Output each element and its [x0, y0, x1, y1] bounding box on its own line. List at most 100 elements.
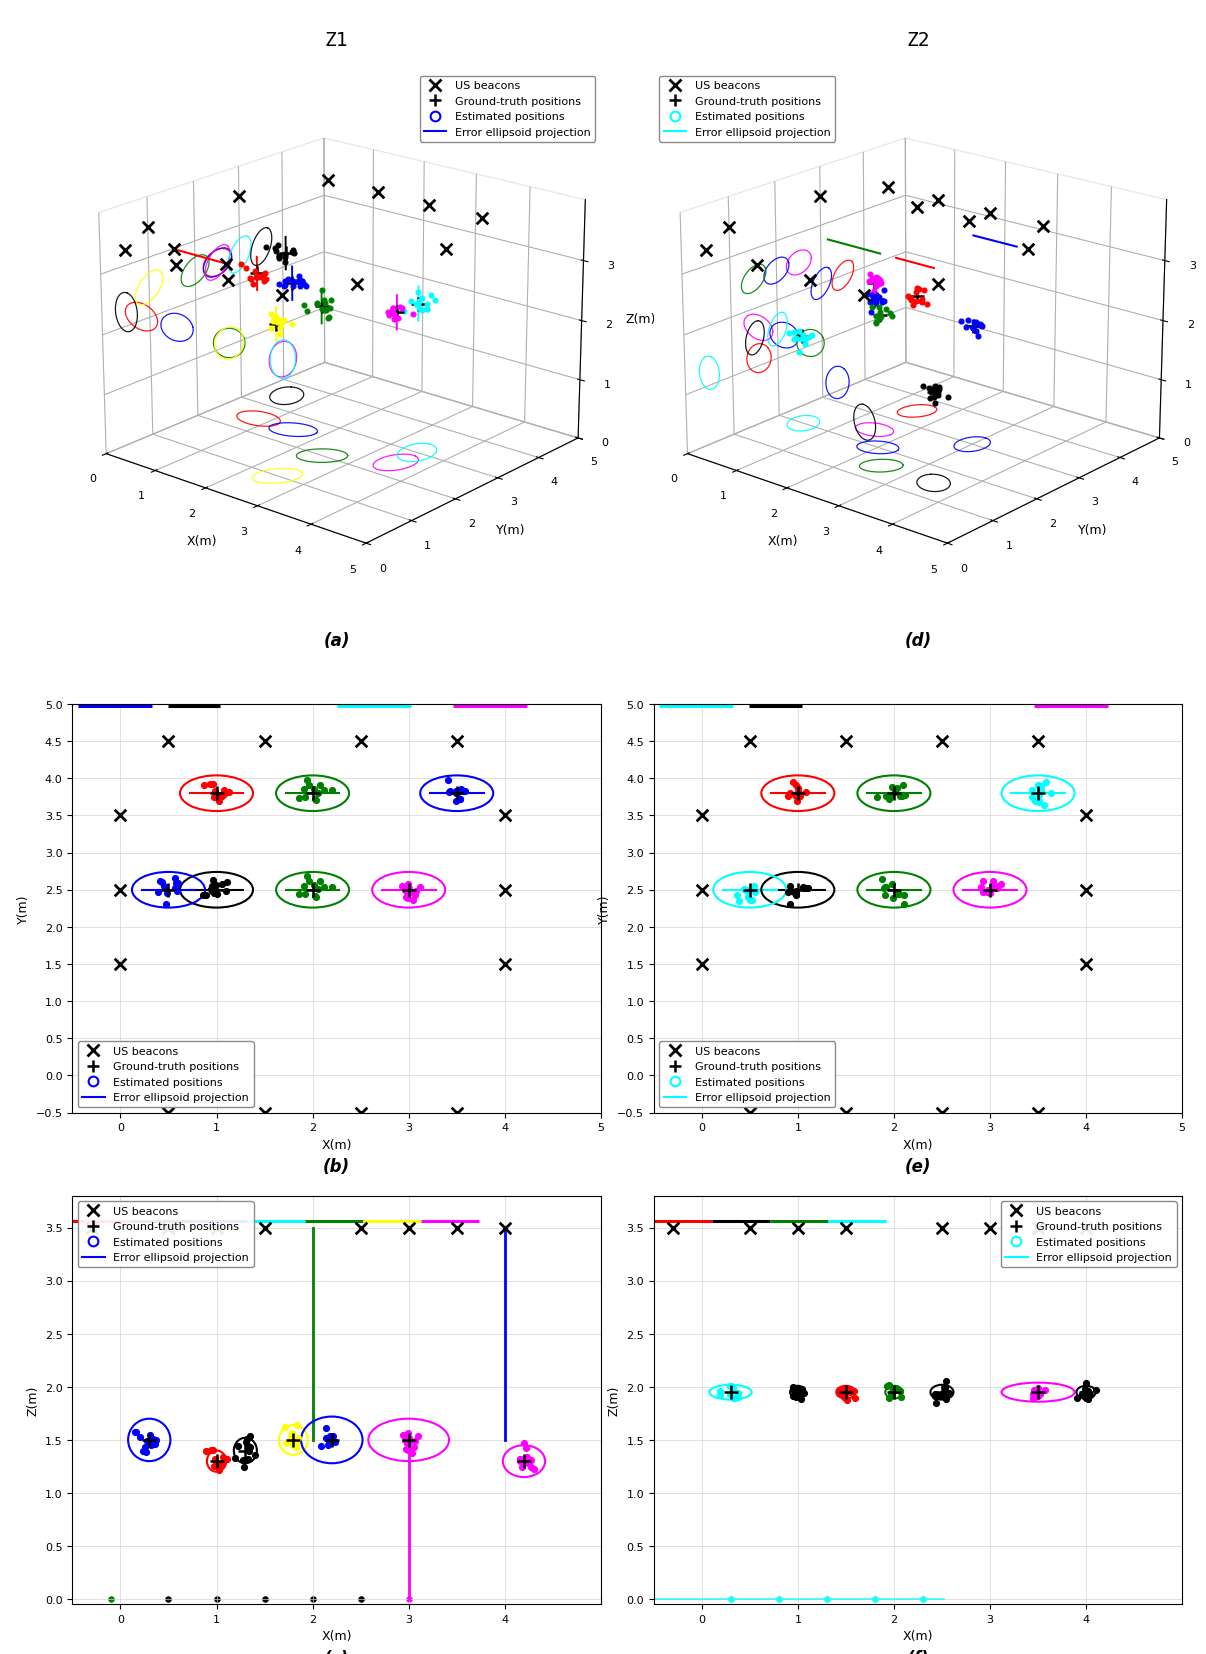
Point: [229, 1432, 248, 1459]
Point: [148, 880, 168, 906]
Point: [201, 875, 221, 901]
Point: [283, 1431, 303, 1457]
Point: [836, 1378, 855, 1404]
Point: [845, 1384, 865, 1411]
Point: [935, 1376, 954, 1403]
Point: [1076, 802, 1095, 829]
Point: [884, 885, 903, 911]
Point: [205, 1446, 224, 1472]
Point: [240, 1434, 259, 1460]
Y-axis label: Z(m): Z(m): [27, 1384, 40, 1416]
Point: [159, 1586, 178, 1613]
Point: [398, 885, 417, 911]
Point: [165, 875, 185, 901]
Point: [890, 1378, 909, 1404]
Point: [788, 877, 807, 903]
Point: [932, 1100, 952, 1126]
Point: [494, 802, 514, 829]
Point: [405, 1427, 425, 1454]
Point: [159, 728, 178, 754]
Text: (c): (c): [324, 1649, 349, 1654]
Point: [727, 882, 747, 908]
Point: [136, 1439, 156, 1465]
Point: [786, 1384, 806, 1411]
Point: [207, 1452, 227, 1479]
Point: [886, 1376, 906, 1403]
Point: [830, 1376, 849, 1403]
Point: [235, 1454, 254, 1480]
Y-axis label: Y(m): Y(m): [17, 893, 30, 923]
Point: [396, 877, 415, 903]
Point: [786, 878, 806, 905]
Point: [194, 772, 213, 799]
Point: [323, 873, 343, 900]
Point: [785, 880, 804, 906]
Point: [200, 771, 219, 797]
Point: [254, 728, 274, 754]
Point: [351, 1214, 370, 1240]
Point: [872, 867, 891, 893]
Point: [275, 1414, 294, 1441]
Text: (e): (e): [904, 1158, 931, 1176]
Point: [1031, 772, 1050, 799]
Point: [322, 1427, 341, 1454]
Point: [151, 868, 170, 895]
Y-axis label: Y(m): Y(m): [497, 524, 526, 538]
Text: (f): (f): [907, 1649, 929, 1654]
Point: [926, 1391, 946, 1417]
Point: [281, 1422, 300, 1449]
Point: [111, 802, 130, 829]
Point: [1087, 1378, 1106, 1404]
Point: [159, 877, 178, 903]
Point: [780, 873, 800, 900]
X-axis label: X(m): X(m): [768, 534, 798, 547]
Point: [744, 877, 763, 903]
Point: [400, 878, 420, 905]
Point: [1028, 1374, 1047, 1401]
Point: [218, 1446, 238, 1472]
Point: [157, 892, 176, 918]
Point: [991, 872, 1011, 898]
Point: [305, 883, 324, 910]
Point: [440, 777, 459, 804]
Point: [1031, 777, 1050, 804]
Point: [977, 878, 996, 905]
Point: [882, 1379, 901, 1406]
Point: [663, 1214, 683, 1240]
Point: [494, 951, 514, 978]
Point: [730, 888, 749, 915]
Point: [1066, 1384, 1085, 1411]
Point: [203, 873, 222, 900]
X-axis label: X(m): X(m): [187, 534, 217, 547]
Point: [399, 1586, 418, 1613]
Point: [745, 878, 765, 905]
Point: [398, 1421, 417, 1447]
Point: [886, 776, 906, 802]
Point: [780, 892, 800, 918]
Point: [240, 1422, 259, 1449]
Point: [197, 882, 216, 908]
Point: [219, 779, 239, 805]
Point: [883, 1376, 902, 1403]
Point: [321, 1426, 340, 1452]
Point: [203, 878, 222, 905]
X-axis label: X(m): X(m): [321, 1138, 352, 1151]
Point: [833, 1376, 853, 1403]
Point: [303, 781, 322, 807]
Point: [154, 873, 174, 900]
Point: [166, 870, 186, 896]
Point: [838, 1376, 857, 1403]
Text: Z1: Z1: [324, 31, 349, 50]
Y-axis label: Z(m): Z(m): [608, 1384, 621, 1416]
Legend: US beacons, Ground-truth positions, Estimated positions, Error ellipsoid project: US beacons, Ground-truth positions, Esti…: [660, 76, 835, 142]
Point: [886, 1374, 906, 1401]
Point: [146, 1427, 165, 1454]
Point: [145, 1431, 164, 1457]
Point: [788, 1214, 807, 1240]
Point: [931, 1383, 950, 1409]
Point: [282, 1426, 302, 1452]
Point: [158, 880, 177, 906]
Point: [305, 776, 324, 802]
Point: [879, 786, 898, 812]
Point: [988, 873, 1007, 900]
